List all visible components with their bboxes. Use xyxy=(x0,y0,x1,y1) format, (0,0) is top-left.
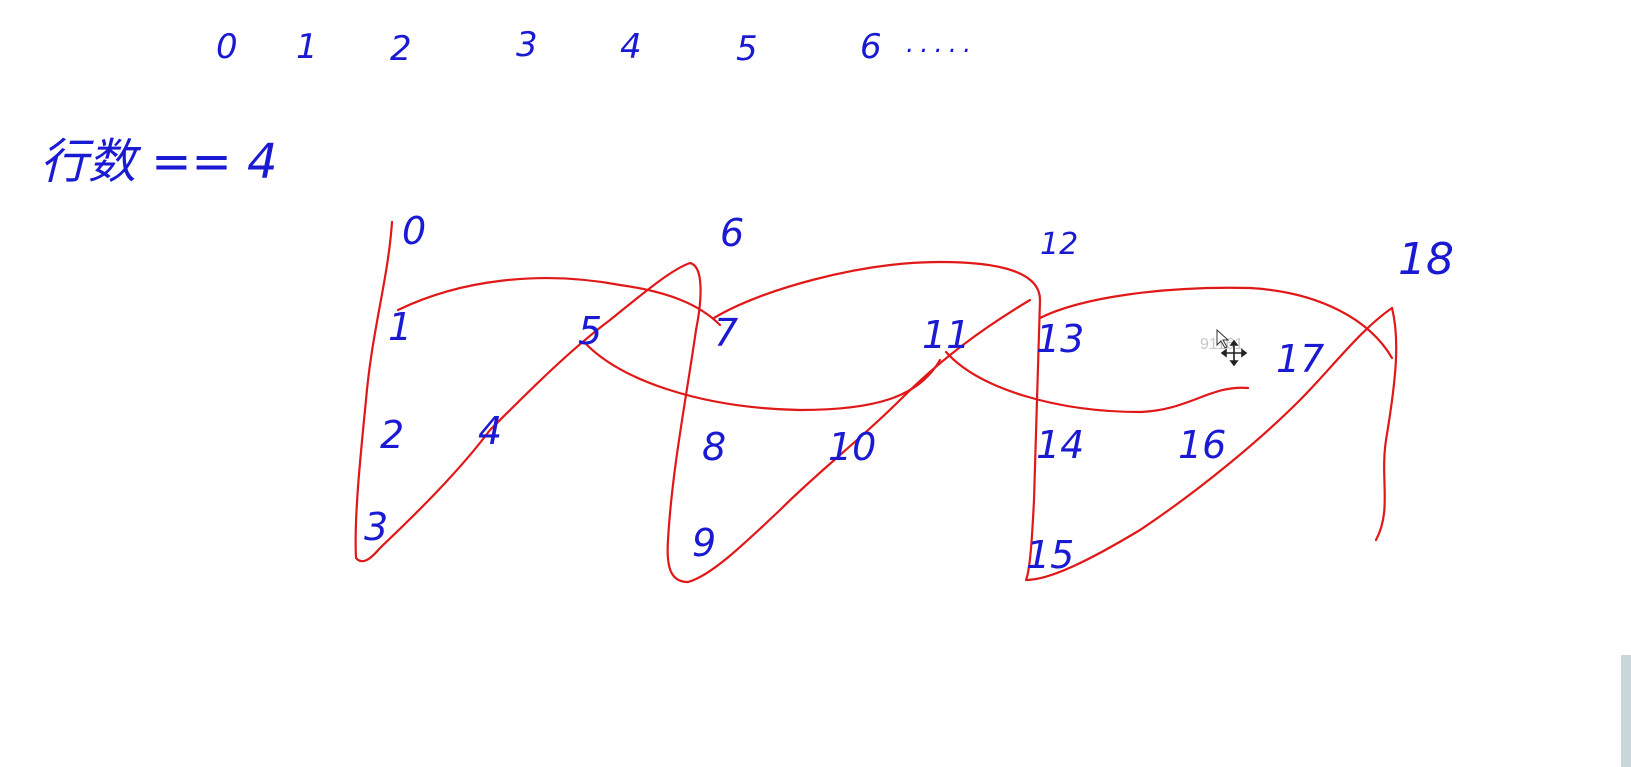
top-sequence: 0 1 2 3 4 5 6 ..... xyxy=(216,25,977,69)
num-17: 17 xyxy=(1276,337,1324,381)
trace-col18 xyxy=(1374,306,1398,542)
num-6: 6 xyxy=(720,211,744,255)
vertical-scrollbar[interactable] xyxy=(1621,655,1631,767)
seq-0: 0 xyxy=(216,27,238,67)
num-2: 2 xyxy=(380,413,404,457)
row-count-label: 行数 == 4 xyxy=(40,134,278,190)
num-3: 3 xyxy=(364,505,388,549)
watermark: 91161 xyxy=(1200,336,1243,353)
num-15: 15 xyxy=(1026,533,1074,577)
seq-5: 5 xyxy=(736,29,758,69)
seq-3: 3 xyxy=(516,25,538,65)
trace-arc-7-13 xyxy=(712,260,1042,320)
num-8: 8 xyxy=(702,425,726,469)
num-1: 1 xyxy=(388,305,412,349)
seq-1: 1 xyxy=(296,27,318,67)
trace-arc-13-17 xyxy=(1038,286,1394,360)
num-14: 14 xyxy=(1036,423,1084,467)
num-12: 12 xyxy=(1040,227,1078,262)
zigzag-numbers: 0 1 2 3 4 5 6 7 8 9 10 11 12 13 14 15 16… xyxy=(364,209,1454,577)
cursor-icon xyxy=(1216,328,1230,349)
num-10: 10 xyxy=(828,425,876,469)
seq-6: 6 xyxy=(860,27,882,67)
num-7: 7 xyxy=(714,311,738,355)
num-16: 16 xyxy=(1178,423,1226,467)
num-0: 0 xyxy=(402,209,426,253)
num-9: 9 xyxy=(692,521,716,565)
trace-arc-1-7 xyxy=(396,277,722,327)
seq-2: 2 xyxy=(390,29,412,69)
trace-arc-11-17 xyxy=(944,350,1250,414)
num-13: 13 xyxy=(1036,317,1084,361)
trace-col0 xyxy=(354,220,692,563)
trace-arc-5-11 xyxy=(582,340,942,412)
seq-4: 4 xyxy=(620,27,642,67)
seq-ellipsis: ..... xyxy=(906,29,977,59)
num-5: 5 xyxy=(578,309,602,353)
zigzag-trace xyxy=(354,220,1398,584)
trace-col6 xyxy=(666,261,1032,584)
move-icon xyxy=(1220,339,1248,367)
num-4: 4 xyxy=(478,409,502,453)
num-11: 11 xyxy=(922,313,970,357)
trace-col12 xyxy=(1024,298,1394,582)
num-18: 18 xyxy=(1398,234,1454,285)
